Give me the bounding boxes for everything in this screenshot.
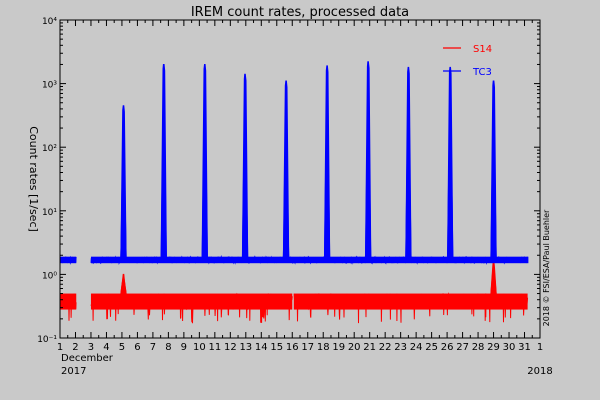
series-s14-spike	[120, 273, 127, 294]
x-tick-label: 29	[487, 342, 500, 353]
series-s14-band	[90, 293, 293, 310]
x-tick-label: 30	[503, 342, 516, 353]
chart-title: IREM count rates, processed data	[191, 5, 409, 20]
series-tc3-band	[60, 256, 77, 264]
legend-label-s14: S14	[473, 44, 492, 55]
x-tick-label: 25	[425, 342, 438, 353]
x-tick-label: 28	[472, 342, 485, 353]
x-tick-label: 10	[193, 342, 206, 353]
legend: S14 TC3	[443, 44, 492, 78]
x-tick-label: 31	[518, 342, 531, 353]
x-tick-label: 23	[394, 342, 407, 353]
y-axis-label: Count rates [1/sec]	[27, 126, 40, 232]
x-tick-label: 1	[537, 342, 543, 353]
x-tick-label: 11	[208, 342, 221, 353]
x-tick-label: 19	[332, 342, 345, 353]
plot-area	[59, 61, 529, 324]
series-tc3-spike	[282, 80, 290, 258]
x-tick-label: 18	[317, 342, 330, 353]
x-tick-label: 26	[441, 342, 454, 353]
y-tick-label: 10⁰	[42, 271, 57, 281]
series-tc3-spike	[201, 64, 208, 258]
x-axis: 1 2 3 4 5 6 7 8 9 10 11 12 13 14 15 16 17 18 19 20 21 22 23 24 2…	[57, 20, 543, 353]
y-tick-label: 10⁴	[42, 17, 57, 27]
series-tc3-spike	[405, 66, 412, 258]
y-axis: 10⁻¹ 10⁰ 10¹ 10² 10³ 10⁴	[37, 17, 540, 345]
x-tick-label: 15	[270, 342, 283, 353]
year-end-label: 2018	[527, 366, 552, 377]
x-tick-label: 12	[224, 342, 237, 353]
series-tc3-spike	[120, 105, 127, 258]
credit-text: 2018 © FSI/ESA/Paul Buehler	[542, 209, 551, 326]
x-tick-label: 8	[165, 342, 171, 353]
series-s14	[59, 260, 529, 324]
x-tick-label: 1	[57, 342, 63, 353]
x-tick-label: 5	[119, 342, 125, 353]
series-tc3-spike	[160, 64, 167, 258]
y-tick-label: 10²	[42, 144, 57, 154]
x-tick-label: 6	[134, 342, 140, 353]
series-s14-band	[293, 293, 528, 310]
series-tc3-spike	[490, 80, 497, 258]
series-tc3-spike	[364, 61, 372, 258]
series-tc3-spike	[447, 66, 454, 258]
x-tick-label: 20	[348, 342, 361, 353]
x-tick-label: 9	[181, 342, 187, 353]
y-tick-label: 10¹	[42, 208, 57, 218]
series-tc3	[59, 61, 529, 265]
series-tc3-spike	[241, 73, 249, 258]
series-tc3-spike	[323, 65, 331, 258]
year-start-label: 2017	[61, 366, 86, 377]
y-tick-label: 10³	[42, 81, 57, 91]
y-tick-label: 10⁻¹	[37, 335, 57, 345]
x-tick-label: 27	[456, 342, 469, 353]
series-s14-band	[60, 293, 77, 310]
x-tick-label: 7	[150, 342, 156, 353]
x-tick-label: 14	[255, 342, 268, 353]
x-tick-label: 16	[286, 342, 299, 353]
x-tick-label: 21	[363, 342, 376, 353]
x-tick-label: 3	[88, 342, 94, 353]
legend-label-tc3: TC3	[472, 67, 492, 78]
series-tc3-band	[90, 256, 529, 264]
x-tick-label: 17	[301, 342, 314, 353]
x-tick-label: 2	[72, 342, 78, 353]
x-tick-label: 4	[103, 342, 109, 353]
x-axis-label: December	[61, 353, 114, 364]
x-tick-label: 13	[239, 342, 252, 353]
x-tick-label: 24	[410, 342, 423, 353]
x-tick-label: 22	[379, 342, 392, 353]
